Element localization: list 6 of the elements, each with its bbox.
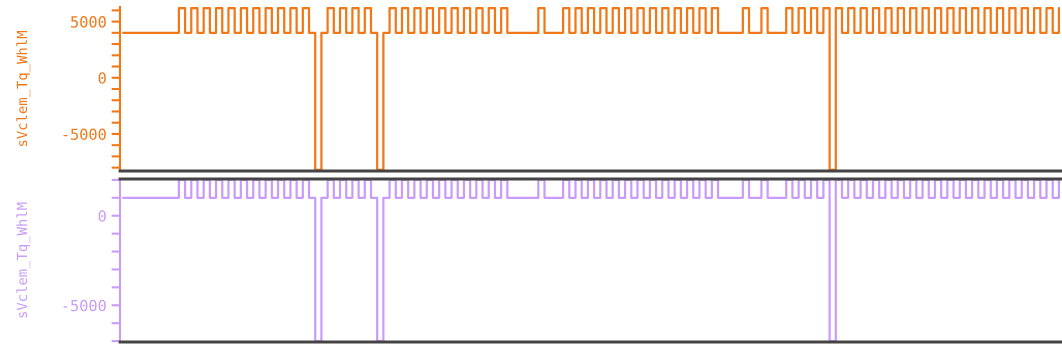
y-tick-label: -5000 [63,128,106,140]
y-tick-label: -5000 [63,299,106,312]
y-tick-label: 0 [98,210,106,222]
y-axis-title: sVclem_Tq_WhlM [16,31,31,147]
y-tick-label: 5000 [71,16,106,28]
y-tick-label: 0 [98,72,106,84]
